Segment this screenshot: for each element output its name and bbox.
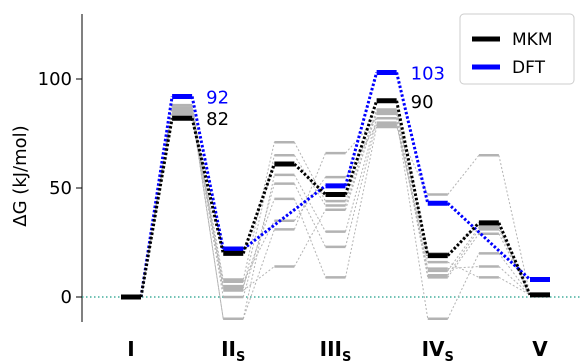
x-category-subscript: S — [445, 350, 454, 362]
series-mkm-connector — [190, 117, 225, 254]
gray-pathways — [121, 103, 550, 321]
x-category-main: I — [127, 337, 134, 361]
axes: 0 50 100 ΔG (kJ/mol) — [10, 14, 83, 322]
gray-path-connector — [447, 154, 480, 195]
annotation-mkm: 90 — [411, 92, 434, 113]
x-category-main: II — [221, 337, 236, 361]
gray-path-connector — [396, 126, 429, 195]
gray-path-connector — [498, 253, 531, 296]
x-category-main: V — [532, 337, 548, 361]
gray-path-connector — [345, 122, 378, 247]
series-dft-connector — [190, 96, 225, 250]
gray-path-connector — [242, 174, 275, 319]
series-mkm-connector — [395, 100, 430, 256]
series-dft-connector — [242, 184, 327, 251]
x-category-label: IIIS — [320, 337, 352, 362]
category-labels: I IIS IIIS IVS V — [127, 337, 548, 362]
gray-path-connector — [242, 183, 275, 298]
series-dft-connector — [446, 202, 532, 281]
x-category-label: IIS — [221, 337, 245, 362]
legend-label-mkm: MKM — [512, 30, 552, 50]
x-category-label: IVS — [422, 337, 454, 362]
gray-path-connector — [345, 118, 378, 232]
annotation-dft: 92 — [206, 87, 229, 108]
annotation-mkm: 82 — [206, 109, 229, 130]
y-tick-label: 0 — [61, 287, 72, 308]
series-layer — [121, 69, 550, 300]
gray-path-connector — [191, 105, 224, 280]
gray-path-connector — [498, 276, 531, 296]
x-category-subscript: S — [342, 350, 351, 362]
y-tick-label: 50 — [49, 178, 72, 199]
gray-path-connector — [242, 198, 275, 287]
gray-path-connector — [447, 229, 480, 276]
gray-path — [121, 110, 550, 321]
gray-path-connector — [345, 109, 378, 202]
series-mkm-connector — [241, 163, 276, 254]
gray-path-connector — [447, 261, 480, 278]
series-dft-connector — [344, 72, 379, 187]
gray-path — [121, 103, 550, 299]
gray-path-connector — [191, 109, 224, 291]
gray-path-connector — [293, 209, 326, 267]
y-axis-label: ΔG (kJ/mol) — [10, 125, 31, 226]
gray-path-connector — [242, 155, 275, 289]
y-tick-label: 100 — [38, 69, 72, 90]
series-mkm-connector — [293, 162, 327, 196]
x-category-label: V — [532, 337, 548, 361]
gray-path-connector — [242, 142, 275, 280]
gray-path-connector — [293, 176, 326, 221]
gray-path-connector — [293, 141, 326, 202]
gray-path-connector — [242, 266, 275, 291]
y-ticks: 0 50 100 — [38, 69, 82, 308]
gray-path-connector — [447, 233, 480, 278]
gray-path-connector — [396, 118, 429, 276]
series-mkm-connector — [446, 221, 480, 257]
gray-path-connector — [191, 113, 224, 319]
x-category-main: IV — [422, 337, 445, 361]
series-mkm-connector — [139, 117, 174, 298]
gray-path-connector — [447, 226, 480, 272]
annotation-dft: 103 — [411, 63, 445, 84]
x-category-main: III — [320, 337, 342, 361]
gray-path-connector — [293, 152, 326, 230]
series-mkm-connector — [497, 222, 532, 296]
gray-path-connector — [396, 118, 429, 319]
gray-path — [121, 108, 550, 299]
gray-path-connector — [191, 115, 224, 282]
gray-path-connector — [191, 113, 224, 298]
gray-path-connector — [498, 266, 531, 296]
series-mkm-connector — [344, 100, 379, 196]
gray-path-connector — [447, 253, 480, 320]
series-mkm — [121, 98, 550, 300]
gray-path-connector — [293, 174, 326, 232]
x-category-label: I — [127, 337, 134, 361]
series-dft-connector — [139, 96, 174, 298]
gray-path-connector — [396, 124, 429, 263]
gray-path-connector — [345, 111, 378, 210]
gray-path-connector — [191, 111, 224, 319]
gray-path — [121, 112, 550, 321]
gray-path-connector — [345, 126, 378, 278]
x-category-subscript: S — [236, 350, 245, 362]
legend: MKM DFT — [459, 13, 575, 85]
legend-label-dft: DFT — [512, 58, 546, 78]
